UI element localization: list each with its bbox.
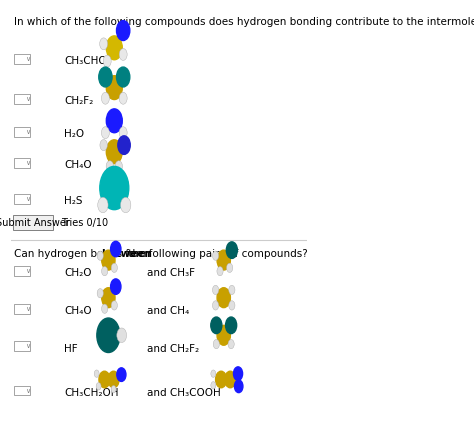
Text: In which of the following compounds does hydrogen bonding contribute to the inte: In which of the following compounds does… <box>14 17 474 27</box>
Circle shape <box>212 251 219 260</box>
Circle shape <box>111 385 116 393</box>
Circle shape <box>111 301 118 310</box>
Circle shape <box>97 251 103 260</box>
Circle shape <box>101 267 108 276</box>
Text: ∨: ∨ <box>25 306 30 312</box>
Circle shape <box>99 371 110 388</box>
Text: ∨: ∨ <box>25 196 30 202</box>
Circle shape <box>228 340 234 349</box>
Circle shape <box>211 370 216 377</box>
Circle shape <box>100 166 129 210</box>
Circle shape <box>101 127 109 139</box>
Circle shape <box>217 288 230 307</box>
Circle shape <box>117 328 127 343</box>
Circle shape <box>217 250 230 270</box>
FancyBboxPatch shape <box>14 386 30 396</box>
Circle shape <box>229 285 235 295</box>
Circle shape <box>119 92 127 104</box>
Circle shape <box>111 263 118 272</box>
Circle shape <box>99 67 112 87</box>
Text: ∨: ∨ <box>25 388 30 393</box>
Text: ∨: ∨ <box>25 268 30 274</box>
Circle shape <box>106 140 122 164</box>
Text: and CH₃COOH: and CH₃COOH <box>147 388 220 398</box>
Circle shape <box>119 127 127 139</box>
Text: ∨: ∨ <box>25 160 30 166</box>
Text: CH₃CHO: CH₃CHO <box>64 56 107 66</box>
Text: ∨: ∨ <box>25 129 30 135</box>
Text: CH₂O: CH₂O <box>64 268 91 279</box>
FancyBboxPatch shape <box>14 94 30 104</box>
FancyBboxPatch shape <box>14 304 30 314</box>
FancyBboxPatch shape <box>13 215 53 230</box>
Circle shape <box>115 161 122 172</box>
Circle shape <box>108 371 119 388</box>
Circle shape <box>98 197 108 213</box>
Circle shape <box>211 317 222 334</box>
Circle shape <box>94 370 99 377</box>
Circle shape <box>235 380 243 392</box>
Text: CH₄O: CH₄O <box>64 160 91 170</box>
Circle shape <box>211 382 216 389</box>
Circle shape <box>117 20 130 40</box>
Circle shape <box>119 49 127 61</box>
Text: ∨: ∨ <box>25 344 30 349</box>
FancyBboxPatch shape <box>14 127 30 137</box>
Circle shape <box>227 263 233 272</box>
Circle shape <box>225 371 236 388</box>
Circle shape <box>106 109 122 133</box>
Circle shape <box>212 285 219 295</box>
FancyBboxPatch shape <box>14 194 30 204</box>
Circle shape <box>106 76 122 100</box>
Text: CH₄O: CH₄O <box>64 306 91 316</box>
Circle shape <box>110 241 121 257</box>
Text: Can hydrogen bonds form: Can hydrogen bonds form <box>14 249 153 259</box>
Text: and CH₂F₂: and CH₂F₂ <box>147 344 199 353</box>
Circle shape <box>100 38 108 50</box>
Text: and CH₄: and CH₄ <box>147 306 189 316</box>
Text: CH₃CH₂OH: CH₃CH₂OH <box>64 388 118 398</box>
FancyBboxPatch shape <box>14 341 30 351</box>
Circle shape <box>217 267 223 276</box>
Circle shape <box>97 289 103 298</box>
Circle shape <box>102 250 115 270</box>
Circle shape <box>97 318 120 352</box>
Text: ∨: ∨ <box>25 96 30 101</box>
Circle shape <box>106 161 114 172</box>
Circle shape <box>96 383 101 390</box>
Text: CH₂F₂: CH₂F₂ <box>64 96 93 106</box>
FancyBboxPatch shape <box>14 158 30 168</box>
Circle shape <box>226 242 237 259</box>
Circle shape <box>101 92 109 104</box>
Circle shape <box>226 317 237 334</box>
Circle shape <box>229 301 235 310</box>
Text: HF: HF <box>64 344 78 353</box>
Circle shape <box>120 197 131 213</box>
Circle shape <box>101 304 108 313</box>
Text: ∨: ∨ <box>25 56 30 62</box>
Circle shape <box>117 368 126 381</box>
Circle shape <box>106 36 122 60</box>
Circle shape <box>213 340 219 349</box>
Circle shape <box>217 325 230 345</box>
Circle shape <box>117 67 130 87</box>
FancyBboxPatch shape <box>14 266 30 276</box>
FancyBboxPatch shape <box>14 54 30 64</box>
Circle shape <box>212 301 219 310</box>
Circle shape <box>118 136 130 154</box>
Text: the following pairs of compounds?: the following pairs of compounds? <box>125 249 308 259</box>
Text: between: between <box>101 249 152 259</box>
Circle shape <box>216 371 227 388</box>
Text: and CH₃F: and CH₃F <box>147 268 195 279</box>
Circle shape <box>110 279 121 294</box>
Text: Submit Answer: Submit Answer <box>0 218 70 227</box>
Circle shape <box>234 367 243 380</box>
Circle shape <box>103 55 111 67</box>
Text: H₂S: H₂S <box>64 196 82 206</box>
Text: H₂O: H₂O <box>64 129 84 139</box>
Circle shape <box>102 288 115 307</box>
Circle shape <box>100 140 108 151</box>
Text: Tries 0/10: Tries 0/10 <box>61 218 108 227</box>
